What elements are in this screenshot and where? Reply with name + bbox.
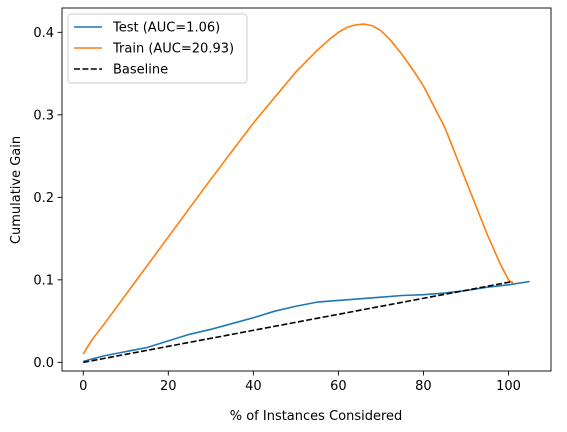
legend-label-0: Test (AUC=1.06) [112,21,220,36]
axes: 0 20 40 60 80 100 0.0 0.1 0.2 0.3 0.4 [33,7,552,394]
series-line-2 [83,280,513,364]
legend-box [67,13,248,84]
series-lines [82,23,530,364]
legend: Test (AUC=1.06) Train (AUC=20.93) Baseline [67,13,248,84]
x-axis-label: % of Instances Considered [230,409,403,424]
y-tick-label: 0.2 [33,191,54,206]
legend-label-1: Train (AUC=20.93) [112,42,234,57]
x-tick-label: 40 [245,379,262,394]
x-tick-label: 20 [160,379,177,394]
x-tick-label: 100 [496,379,521,394]
plot-frame [61,7,552,372]
y-axis-label: Cumulative Gain [9,136,24,244]
y-tick-label: 0.1 [33,273,54,288]
x-tick-label: 60 [330,379,347,394]
y-tick-label: 0.0 [33,356,54,371]
legend-label-2: Baseline [113,63,168,78]
y-tick-label: 0.4 [33,26,54,41]
y-tick-label: 0.3 [33,108,54,123]
x-tick-label: 0 [79,379,87,394]
x-tick-label: 80 [415,379,432,394]
series-line-1 [82,23,514,355]
